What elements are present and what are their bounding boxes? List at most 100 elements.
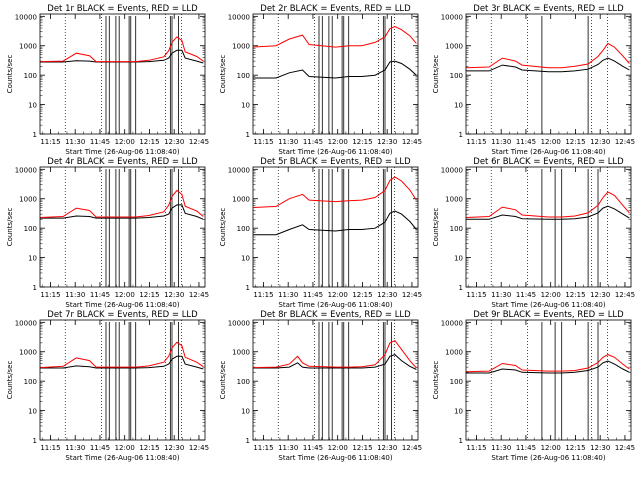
x-tick-label: 12:45: [189, 138, 209, 146]
series-events-line: [253, 210, 417, 236]
y-tick-label: 1000: [19, 43, 37, 51]
panel-3: Det 3r BLACK = Events, RED = LLD 1 10 100 10…: [432, 4, 635, 156]
panel-2: Det 2r BLACK = Events, RED = LLD 1 10 100 10…: [219, 4, 422, 156]
x-tick-label: 11:15: [466, 444, 486, 452]
panel-9: Det 9r BLACK = Events, RED = LLD 1 10 100 10…: [432, 310, 635, 462]
series-lld-line: [252, 176, 417, 209]
x-tick-label: 11:30: [65, 291, 85, 299]
panel-7: Det 7r BLACK = Events, RED = LLD 1 10 100 10…: [6, 310, 209, 462]
x-tick-label: 12:15: [565, 138, 585, 146]
x-tick-label: 11:15: [466, 291, 486, 299]
x-tick-label: 11:15: [40, 138, 60, 146]
x-axis-label: Start Time (26-Aug-06 11:08:40): [491, 454, 605, 462]
panel-4: Det 4r BLACK = Events, RED = LLD 1 10 100 10…: [6, 157, 209, 309]
y-tick-label: 1: [459, 131, 463, 139]
y-tick-label: 1000: [19, 196, 37, 204]
x-tick-label: 11:30: [65, 444, 85, 452]
y-tick-label: 1: [459, 437, 463, 445]
plot-frame: [39, 319, 206, 441]
y-tick-label: 10000: [228, 13, 250, 21]
y-tick-label: 10000: [441, 319, 463, 327]
plot-frame: [252, 13, 419, 135]
x-tick-label: 12:45: [615, 444, 635, 452]
x-tick-label: 12:45: [402, 138, 422, 146]
x-tick-label: 12:15: [352, 291, 372, 299]
x-tick-label: 12:00: [541, 138, 561, 146]
x-tick-label: 12:45: [402, 291, 422, 299]
x-tick-label: 11:15: [40, 291, 60, 299]
x-tick-label: 11:45: [516, 291, 536, 299]
x-tick-label: 11:15: [40, 444, 60, 452]
y-axis-label: Counts/sec: [432, 361, 440, 400]
x-tick-label: 11:30: [65, 138, 85, 146]
y-axis-label: Counts/sec: [6, 208, 14, 247]
y-tick-label: 10000: [15, 13, 37, 21]
x-tick-label: 12:45: [615, 138, 635, 146]
y-tick-label: 1000: [232, 43, 250, 51]
y-tick-label: 10000: [228, 166, 250, 174]
panel-title: Det 6r BLACK = Events, RED = LLD: [473, 157, 624, 167]
panel-title: Det 2r BLACK = Events, RED = LLD: [260, 4, 411, 14]
x-axis-label: Start Time (26-Aug-06 11:08:40): [278, 454, 392, 462]
y-tick-label: 1000: [232, 349, 250, 357]
x-tick-label: 11:15: [466, 138, 486, 146]
y-axis-label: Counts/sec: [219, 361, 227, 400]
y-tick-label: 10: [454, 255, 463, 263]
y-tick-label: 10: [241, 102, 250, 110]
series-events-line: [466, 205, 630, 220]
y-tick-label: 100: [24, 378, 37, 386]
y-tick-label: 1000: [445, 349, 463, 357]
y-tick-label: 1000: [232, 196, 250, 204]
x-tick-label: 11:30: [491, 444, 511, 452]
x-tick-label: 11:30: [278, 291, 298, 299]
series-lld-line: [252, 339, 417, 369]
x-axis-label: Start Time (26-Aug-06 11:08:40): [65, 148, 179, 156]
x-tick-label: 12:00: [115, 138, 135, 146]
x-tick-label: 12:30: [164, 444, 184, 452]
panel-8: Det 8r BLACK = Events, RED = LLD 1 10 100 10…: [219, 310, 422, 462]
x-tick-label: 12:45: [402, 444, 422, 452]
x-tick-label: 12:00: [328, 444, 348, 452]
series-events-line: [253, 354, 417, 370]
x-tick-label: 12:15: [352, 444, 372, 452]
y-tick-label: 10: [454, 102, 463, 110]
x-axis-label: Start Time (26-Aug-06 11:08:40): [65, 454, 179, 462]
panel-title: Det 7r BLACK = Events, RED = LLD: [47, 310, 198, 320]
panel-title: Det 3r BLACK = Events, RED = LLD: [473, 4, 624, 14]
y-axis-label: Counts/sec: [6, 361, 14, 400]
x-tick-label: 12:15: [139, 138, 159, 146]
x-tick-label: 12:00: [115, 444, 135, 452]
y-axis-label: Counts/sec: [219, 208, 227, 247]
x-tick-label: 11:30: [491, 291, 511, 299]
plot-frame: [465, 166, 632, 288]
x-tick-label: 12:00: [328, 291, 348, 299]
x-axis-label: Start Time (26-Aug-06 11:08:40): [491, 301, 605, 309]
x-tick-label: 12:15: [565, 444, 585, 452]
plot-frame: [465, 13, 632, 135]
plot-frame: [252, 166, 419, 288]
series-events-line: [40, 355, 204, 370]
x-tick-label: 12:00: [328, 138, 348, 146]
y-tick-label: 10000: [441, 166, 463, 174]
y-axis-label: Counts/sec: [6, 55, 14, 94]
x-tick-label: 12:15: [139, 444, 159, 452]
series-events-line: [40, 204, 204, 220]
x-tick-label: 11:15: [253, 291, 273, 299]
x-tick-label: 11:15: [253, 444, 273, 452]
panel-title: Det 5r BLACK = Events, RED = LLD: [260, 157, 411, 167]
y-tick-label: 100: [450, 378, 463, 386]
x-tick-label: 12:00: [541, 291, 561, 299]
y-tick-label: 10: [241, 255, 250, 263]
x-tick-label: 11:45: [303, 138, 323, 146]
x-tick-label: 12:15: [139, 291, 159, 299]
series-events-line: [466, 360, 630, 374]
y-tick-label: 1: [246, 284, 250, 292]
panel-title: Det 9r BLACK = Events, RED = LLD: [473, 310, 624, 320]
y-tick-label: 10: [241, 408, 250, 416]
plot-frame: [465, 319, 632, 441]
x-tick-label: 12:30: [590, 291, 610, 299]
panel-title: Det 8r BLACK = Events, RED = LLD: [260, 310, 411, 320]
y-tick-label: 1000: [445, 43, 463, 51]
